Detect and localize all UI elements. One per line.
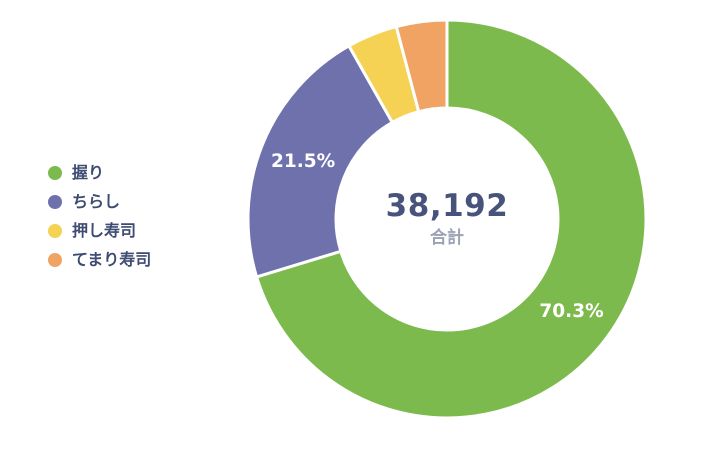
legend-label: ちらし [72,192,121,211]
legend-dot-icon [48,223,62,238]
legend-dot-icon [48,165,62,180]
legend-label: てまり寿司 [72,250,152,269]
legend-label: 握り [72,163,105,182]
legend-label: 押し寿司 [72,221,137,240]
legend-item-nigiri[interactable]: 握り [48,164,151,181]
legend-dot-icon [48,252,62,267]
slice-percent-label-0: 70.3% [539,301,603,322]
legend-item-oshizushi[interactable]: 押し寿司 [48,222,151,239]
legend-item-chirashi[interactable]: ちらし [48,193,151,210]
donut-slice-0[interactable] [254,18,648,420]
donut-slice-1[interactable] [246,43,395,279]
legend-dot-icon [48,194,62,209]
slice-percent-label-1: 21.5% [271,151,335,172]
donut-slice-3[interactable] [394,18,449,114]
legend-item-temarizushi[interactable]: てまり寿司 [48,251,151,268]
chart-legend: 握り ちらし 押し寿司 てまり寿司 [48,164,151,268]
